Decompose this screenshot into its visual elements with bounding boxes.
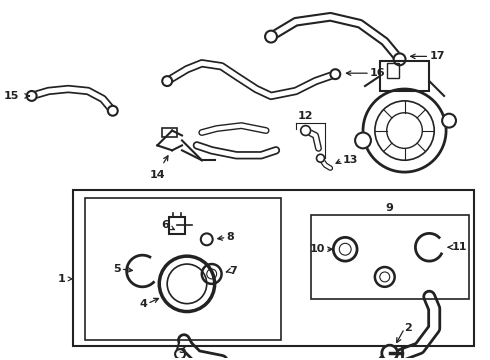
Bar bbox=[387, 63, 398, 78]
Text: 1: 1 bbox=[57, 274, 65, 284]
Text: 5: 5 bbox=[113, 264, 121, 274]
Text: 12: 12 bbox=[298, 111, 314, 121]
Circle shape bbox=[317, 154, 324, 162]
Bar bbox=[311, 215, 469, 299]
Text: 13: 13 bbox=[342, 155, 358, 165]
Circle shape bbox=[175, 349, 185, 359]
Bar bbox=[387, 63, 398, 78]
Bar bbox=[162, 127, 177, 138]
Bar bbox=[85, 198, 281, 340]
Circle shape bbox=[333, 237, 357, 261]
Circle shape bbox=[375, 267, 394, 287]
Bar bbox=[169, 217, 185, 234]
Circle shape bbox=[393, 53, 406, 65]
Bar bbox=[162, 127, 177, 138]
Circle shape bbox=[159, 256, 215, 311]
Circle shape bbox=[201, 233, 213, 245]
Text: 9: 9 bbox=[386, 203, 393, 213]
Text: 4: 4 bbox=[140, 299, 147, 309]
Text: 3: 3 bbox=[178, 345, 186, 355]
Circle shape bbox=[167, 264, 207, 303]
Text: 7: 7 bbox=[229, 266, 237, 276]
Circle shape bbox=[265, 31, 277, 42]
Text: 15: 15 bbox=[3, 91, 19, 101]
Circle shape bbox=[27, 91, 37, 101]
Circle shape bbox=[162, 76, 172, 86]
Circle shape bbox=[442, 114, 456, 127]
Text: 8: 8 bbox=[226, 232, 234, 242]
Text: 6: 6 bbox=[161, 220, 169, 230]
Bar bbox=[73, 190, 474, 346]
Bar bbox=[380, 61, 429, 91]
Circle shape bbox=[202, 264, 221, 284]
Text: 10: 10 bbox=[310, 244, 325, 254]
Text: 17: 17 bbox=[429, 51, 445, 61]
Circle shape bbox=[108, 106, 118, 116]
Circle shape bbox=[355, 132, 371, 148]
Text: 11: 11 bbox=[452, 242, 467, 252]
Circle shape bbox=[301, 126, 311, 135]
Bar bbox=[380, 61, 429, 91]
Text: 14: 14 bbox=[149, 170, 165, 180]
Bar bbox=[169, 217, 185, 234]
Circle shape bbox=[382, 345, 397, 360]
Circle shape bbox=[363, 89, 446, 172]
Text: 16: 16 bbox=[370, 68, 386, 78]
Text: 2: 2 bbox=[405, 323, 412, 333]
Circle shape bbox=[330, 69, 340, 79]
